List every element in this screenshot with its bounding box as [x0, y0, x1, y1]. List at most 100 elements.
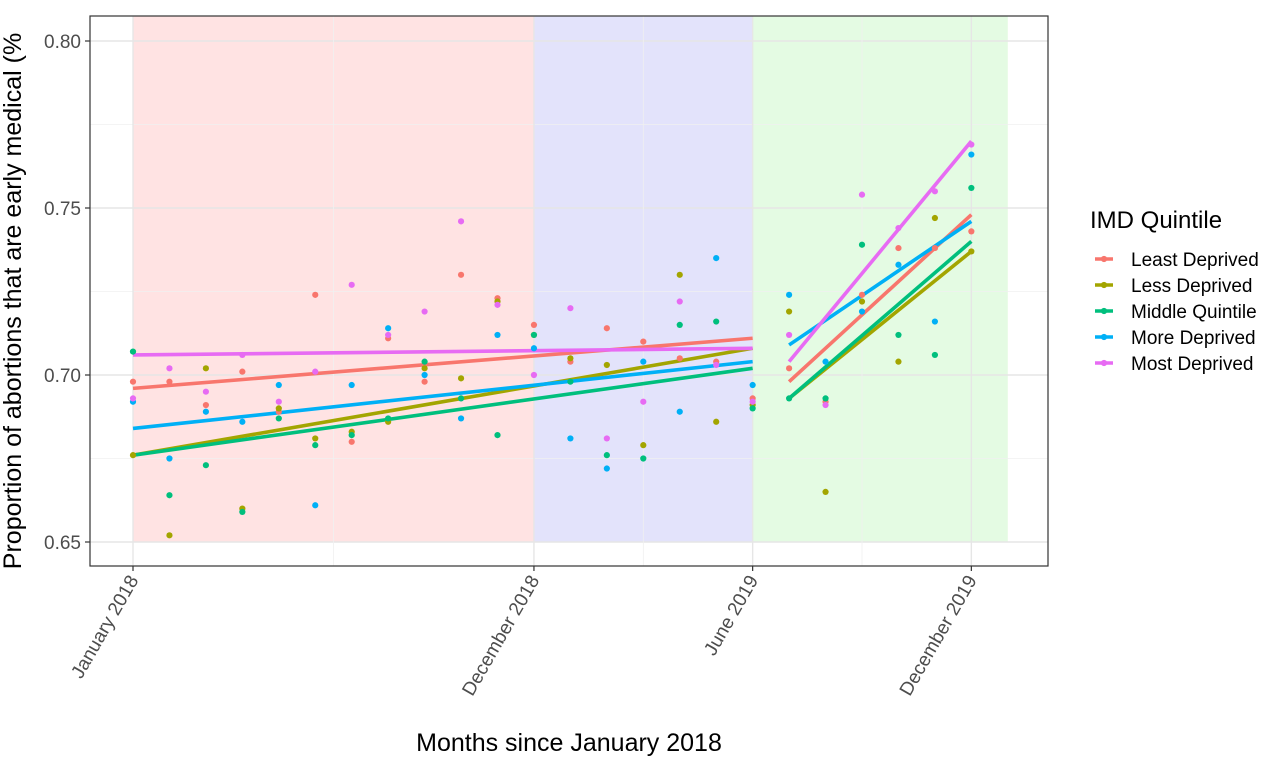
point-series-3-23 — [968, 151, 975, 158]
point-series-0-2 — [202, 401, 209, 409]
point-series-1-2 — [202, 365, 209, 372]
point-series-3-17 — [749, 381, 756, 389]
point-series-0-0 — [129, 378, 137, 385]
point-series-4-0 — [129, 395, 137, 402]
legend-label-3: More Deprived — [1131, 328, 1256, 349]
point-series-2-16 — [713, 318, 720, 325]
y-tick-label-0: 0.65 — [44, 533, 81, 554]
x-tick-label-0: January 2018 — [68, 572, 144, 682]
fit-line-series-2-segment-0 — [132, 366, 753, 457]
point-series-4-19 — [822, 401, 829, 409]
point-series-3-22 — [931, 318, 939, 325]
point-series-0-5 — [312, 291, 319, 298]
point-series-0-20 — [858, 291, 866, 298]
point-series-2-0 — [129, 348, 137, 355]
point-series-0-14 — [640, 338, 647, 345]
point-series-4-11 — [530, 371, 538, 379]
point-series-4-9 — [457, 218, 465, 225]
y-tick-label-2: 0.75 — [44, 199, 81, 220]
shaded-period-2 — [752, 16, 1008, 542]
point-series-2-10 — [494, 432, 501, 439]
point-series-2-2 — [202, 462, 209, 469]
point-series-1-16 — [713, 418, 720, 425]
point-series-2-5 — [312, 442, 319, 449]
fit-lines — [132, 140, 973, 457]
point-series-4-2 — [202, 388, 209, 395]
x-tick-label-2: June 2019 — [700, 572, 763, 659]
point-series-1-4 — [275, 405, 282, 412]
legend-label-2: Middle Quintile — [1131, 302, 1257, 323]
point-series-3-14 — [640, 358, 647, 365]
legend-key-point-1 — [1100, 281, 1108, 289]
point-series-2-6 — [348, 432, 355, 439]
point-series-0-15 — [676, 355, 683, 362]
y-axis-title: Proportion of abortions that are early m… — [0, 33, 27, 569]
point-series-0-18 — [786, 365, 793, 372]
legend-key-point-2 — [1100, 307, 1108, 315]
point-series-3-19 — [822, 358, 829, 365]
point-series-4-4 — [275, 398, 282, 405]
point-series-0-1 — [166, 378, 173, 385]
point-series-4-15 — [676, 298, 683, 305]
legend-label-4: Most Deprived — [1131, 354, 1254, 375]
shaded-periods — [133, 16, 1008, 542]
point-series-1-20 — [858, 298, 866, 305]
point-series-1-1 — [166, 532, 173, 539]
legend-label-1: Less Deprived — [1131, 276, 1252, 297]
point-series-2-3 — [239, 508, 246, 516]
point-series-3-3 — [239, 418, 246, 425]
point-series-2-18 — [786, 395, 793, 402]
point-series-2-12 — [567, 378, 574, 385]
point-series-4-17 — [749, 398, 756, 405]
grid-lines — [90, 16, 1048, 566]
point-series-0-8 — [421, 378, 428, 385]
point-series-2-9 — [457, 395, 465, 402]
point-series-3-12 — [567, 435, 574, 442]
point-series-4-14 — [640, 398, 647, 405]
point-series-0-11 — [530, 321, 538, 328]
point-series-2-20 — [858, 241, 866, 248]
point-series-3-15 — [676, 408, 683, 415]
point-series-1-22 — [931, 214, 939, 222]
point-series-3-11 — [530, 345, 538, 352]
fit-line-series-4-segment-1 — [787, 140, 973, 363]
point-series-4-6 — [348, 281, 355, 288]
point-series-2-8 — [421, 358, 428, 365]
point-series-1-21 — [895, 358, 902, 365]
point-series-4-21 — [895, 224, 902, 232]
point-series-2-17 — [749, 405, 756, 412]
point-series-2-1 — [166, 492, 173, 499]
point-series-3-16 — [713, 255, 720, 262]
point-series-1-8 — [421, 365, 428, 372]
point-series-2-21 — [895, 331, 902, 339]
x-axis-title: Months since January 2018 — [416, 729, 722, 757]
point-series-2-11 — [530, 331, 538, 339]
legend-title: IMD Quintile — [1090, 207, 1222, 234]
point-series-1-12 — [567, 355, 574, 362]
point-series-1-23 — [968, 248, 975, 255]
point-series-3-10 — [494, 331, 501, 339]
fit-line-series-4-segment-0 — [132, 346, 753, 357]
point-series-3-2 — [202, 408, 209, 415]
point-series-3-6 — [348, 381, 355, 389]
point-series-3-21 — [895, 261, 902, 268]
fit-line-series-2-segment-1 — [787, 240, 973, 400]
point-series-2-14 — [640, 455, 647, 462]
point-series-2-13 — [603, 452, 610, 459]
point-series-3-9 — [457, 415, 465, 422]
point-series-1-15 — [676, 271, 683, 278]
y-tick-label-3: 0.80 — [44, 32, 81, 53]
point-series-4-20 — [858, 191, 866, 198]
point-series-2-4 — [275, 415, 282, 422]
point-series-4-5 — [312, 368, 319, 375]
point-series-4-7 — [385, 331, 392, 339]
fit-line-series-0-segment-0 — [132, 336, 753, 391]
point-series-0-21 — [895, 244, 902, 252]
data-points — [129, 141, 975, 539]
point-series-4-16 — [713, 361, 720, 369]
point-series-4-10 — [494, 301, 501, 308]
point-series-3-13 — [603, 465, 610, 472]
point-series-1-14 — [640, 442, 647, 449]
